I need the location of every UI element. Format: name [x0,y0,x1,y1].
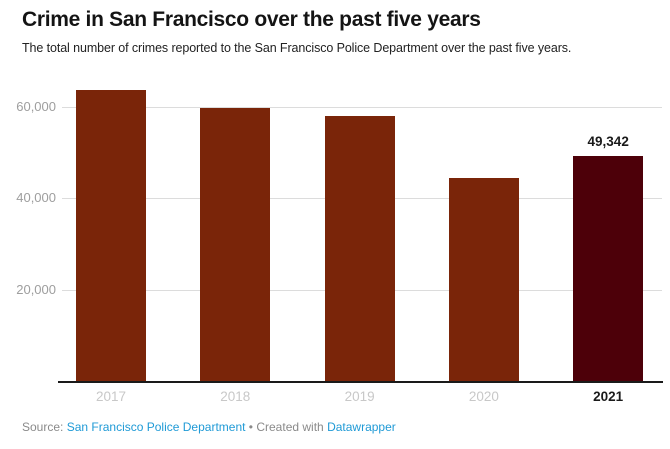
y-axis-label-40,000: 40,000 [16,190,56,206]
source-label: Source: [22,420,64,434]
bar-2017[interactable] [76,89,146,381]
gridline-60,000 [62,107,662,109]
y-axis-label-20,000: 20,000 [16,281,56,297]
x-axis-label-2020: 2020 [468,389,499,404]
data-label-2021: 49,342 [587,133,629,149]
bar-2020[interactable] [448,178,519,381]
bar-2018[interactable] [200,108,271,381]
footer-separator: • [248,420,253,434]
bar-2021[interactable] [573,155,644,381]
y-axis-label-60,000: 60,000 [16,99,56,115]
source-link[interactable]: San Francisco Police Department [66,420,246,434]
x-axis-label-2019: 2019 [344,389,375,404]
chart-subtitle: The total number of crimes reported to t… [22,41,572,55]
chart-title: Crime in San Francisco over the past fiv… [22,8,481,31]
datawrapper-link[interactable]: Datawrapper [327,420,396,434]
x-axis-label-2018: 2018 [220,389,251,404]
bar-2019[interactable] [324,115,395,381]
created-with-label: Created with [256,420,324,434]
x-axis-label-2017: 2017 [95,389,127,404]
x-axis-baseline [58,381,663,383]
x-axis-label-2021: 2021 [593,389,624,404]
footer: Source: San Francisco Police Department … [22,420,396,434]
